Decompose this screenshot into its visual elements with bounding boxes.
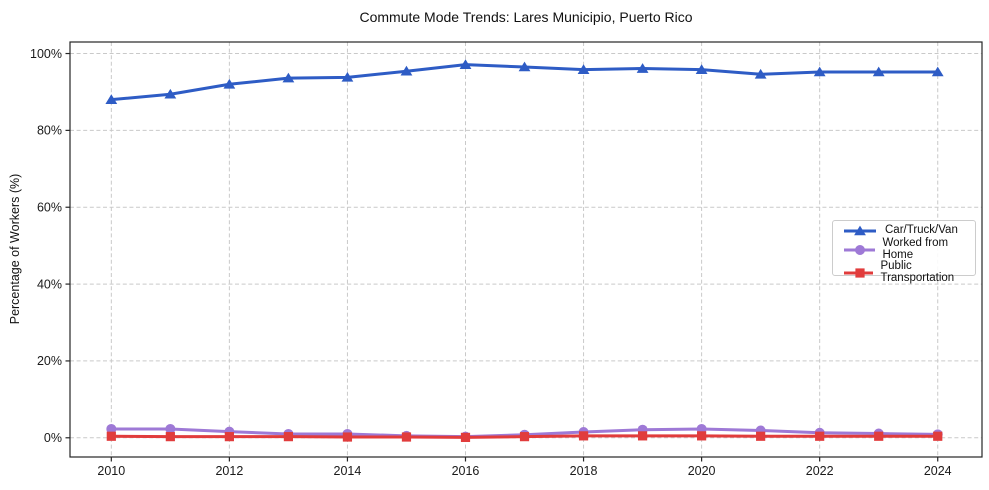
data-point-car-truck-van-2022 <box>813 66 826 77</box>
legend: Car/Truck/Van Worked from Home Public Tr… <box>832 220 976 283</box>
data-point-car-truck-van-2019 <box>636 63 649 73</box>
data-point-public-transportation-2010 <box>106 431 116 441</box>
data-point-car-truck-van-2023 <box>872 66 885 77</box>
x-tick-label: 2024 <box>924 464 952 478</box>
y-tick-label: 60% <box>37 201 62 215</box>
data-point-worked-from-home-2011 <box>165 423 176 434</box>
data-point-public-transportation-2018 <box>578 431 589 441</box>
legend-triangle-marker-icon <box>844 225 876 236</box>
data-point-public-transportation-2020 <box>697 431 707 441</box>
data-point-public-transportation-2014 <box>342 432 353 442</box>
data-point-car-truck-van-2015 <box>400 65 413 76</box>
y-tick-label: 80% <box>37 124 62 138</box>
x-tick-label: 2020 <box>688 464 716 478</box>
data-point-public-transportation-2019 <box>637 431 648 441</box>
data-point-public-transportation-2021 <box>756 431 766 441</box>
y-axis-label: Percentage of Workers (%) <box>8 173 22 325</box>
data-point-car-truck-van-2010 <box>105 94 118 104</box>
data-point-car-truck-van-2013 <box>282 72 295 83</box>
data-point-car-truck-van-2024 <box>931 66 944 77</box>
data-point-public-transportation-2013 <box>283 432 294 442</box>
data-point-public-transportation-2016 <box>460 432 471 443</box>
x-tick-label: 2012 <box>215 464 243 478</box>
x-tick-label: 2014 <box>334 464 362 478</box>
data-point-car-truck-van-2011 <box>164 88 177 99</box>
x-tick-label: 2018 <box>570 464 598 478</box>
y-tick-label: 0% <box>44 431 62 445</box>
legend-label-worked-from-home: Worked from Home <box>882 237 949 261</box>
legend-marker <box>855 267 865 278</box>
data-point-worked-from-home-2010 <box>106 423 117 434</box>
legend-item-worked-from-home: Worked from Home <box>842 237 975 261</box>
legend-circle-marker-icon <box>844 244 876 255</box>
data-point-public-transportation-2011 <box>165 432 175 442</box>
legend-marker <box>854 225 866 236</box>
data-point-public-transportation-2012 <box>224 432 234 442</box>
data-point-car-truck-van-2016 <box>459 59 472 69</box>
data-point-car-truck-van-2014 <box>341 71 354 82</box>
legend-square-marker-icon <box>844 267 874 278</box>
data-point-car-truck-van-2020 <box>695 64 708 74</box>
data-point-public-transportation-2017 <box>519 432 530 442</box>
legend-label-car-truck-van: Car/Truck/Van <box>885 224 958 237</box>
legend-label-public-transportation: Public Transportation <box>880 260 955 284</box>
data-point-car-truck-van-2021 <box>754 68 767 79</box>
plot-border <box>69 41 983 458</box>
data-point-public-transportation-2024 <box>933 431 943 441</box>
data-point-car-truck-van-2012 <box>223 78 236 89</box>
legend-item-car-truck-van: Car/Truck/Van <box>842 224 975 238</box>
legend-marker <box>855 244 865 255</box>
x-tick-label: 2016 <box>452 464 480 478</box>
data-point-car-truck-van-2018 <box>577 64 590 74</box>
data-point-public-transportation-2022 <box>815 431 825 441</box>
legend-item-public-transportation: Public Transportation <box>842 260 975 284</box>
data-point-public-transportation-2015 <box>401 432 412 442</box>
y-tick-label: 100% <box>30 47 62 61</box>
x-tick-label: 2022 <box>806 464 834 478</box>
chart-title: Commute Mode Trends: Lares Municipio, Pu… <box>359 9 693 25</box>
y-tick-label: 40% <box>37 277 62 291</box>
data-point-car-truck-van-2017 <box>518 61 531 72</box>
x-tick-label: 2010 <box>97 464 125 478</box>
data-point-public-transportation-2023 <box>874 431 884 441</box>
y-tick-label: 20% <box>37 354 62 368</box>
